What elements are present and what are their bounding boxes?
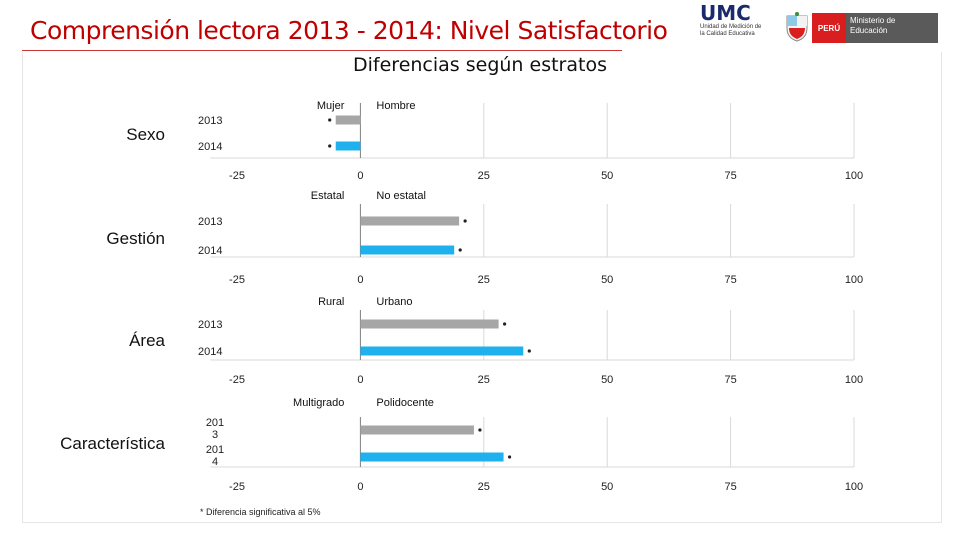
x-tick-label: 75 — [724, 170, 736, 182]
year-label-line: 201 — [206, 417, 224, 429]
right-category-label: Polidocente — [376, 397, 434, 409]
bar-2013 — [360, 216, 460, 226]
x-tick-label: -25 — [229, 481, 245, 493]
chart-panel-3: Área -25 0 25 50 75 100 Rural Urbano 2013 2014 — [129, 296, 863, 386]
umc-logo-subtext: Unidad de Medición de la Calidad Educati… — [700, 24, 762, 37]
bar-2013 — [360, 425, 474, 435]
x-tick-label: 50 — [601, 374, 613, 386]
significance-marker — [478, 428, 482, 432]
header: Comprensión lectora 2013 - 2014: Nivel S… — [0, 0, 960, 52]
x-tick-label: 0 — [357, 374, 363, 386]
chart-panel-2: Gestión -25 0 25 50 75 100 Estatal No estatal 201… — [106, 190, 863, 286]
x-tick-label: 75 — [724, 481, 736, 493]
group-label: Sexo — [126, 125, 165, 144]
x-tick-label: 100 — [845, 170, 863, 182]
ministry-label: Ministerio de Educación — [846, 13, 938, 43]
x-tick-label: 75 — [724, 274, 736, 286]
bar-2014 — [360, 452, 504, 462]
umc-logo-text: UMC — [700, 1, 751, 25]
significance-marker — [328, 118, 332, 122]
x-tick-label: 50 — [601, 274, 613, 286]
x-tick-label: 25 — [478, 481, 490, 493]
chart-subtitle: Diferencias según estratos — [353, 54, 607, 76]
year-label-line: 4 — [212, 456, 218, 468]
year-label: 2014 — [198, 245, 222, 257]
group-label: Característica — [60, 434, 165, 453]
significance-marker — [507, 455, 512, 459]
right-category-label: Hombre — [376, 100, 415, 112]
significance-marker — [328, 144, 332, 148]
x-tick-label: 100 — [845, 374, 863, 386]
left-category-label: Rural — [318, 296, 344, 308]
right-category-label: Urbano — [376, 296, 412, 308]
significance-marker — [527, 349, 531, 353]
x-tick-label: 75 — [724, 374, 736, 386]
x-tick-label: 25 — [478, 374, 490, 386]
x-tick-label: 50 — [601, 170, 613, 182]
bar-2014 — [360, 245, 455, 255]
x-tick-label: 50 — [601, 481, 613, 493]
page-title: Comprensión lectora 2013 - 2014: Nivel S… — [30, 16, 668, 45]
x-tick-label: 25 — [478, 170, 490, 182]
peru-label: PERÚ — [812, 13, 846, 43]
left-category-label: Multigrado — [293, 397, 344, 409]
coat-of-arms-icon — [786, 12, 808, 42]
x-tick-label: 0 — [357, 481, 363, 493]
group-label: Gestión — [106, 229, 165, 248]
bar-2013 — [360, 319, 499, 329]
group-label: Área — [129, 331, 165, 350]
left-category-label: Mujer — [317, 100, 345, 112]
chart-panel-1: Sexo -25 0 25 50 75 100 Mujer Hombre 2013 2014 — [126, 100, 863, 182]
year-label: 2014 — [198, 346, 222, 358]
right-category-label: No estatal — [376, 190, 426, 202]
x-tick-label: -25 — [229, 374, 245, 386]
ministry-logo: PERÚ Ministerio de Educación — [812, 13, 938, 43]
year-label: 2014 — [198, 141, 222, 153]
bar-2013 — [335, 115, 361, 125]
x-tick-label: -25 — [229, 170, 245, 182]
year-label: 2013 — [198, 115, 222, 127]
x-tick-label: 0 — [357, 274, 363, 286]
year-label: 2013 — [198, 319, 222, 331]
title-underline — [22, 50, 622, 51]
significance-marker — [503, 322, 507, 326]
year-label: 2013 — [198, 216, 222, 228]
footnote: * Diferencia significativa al 5% — [200, 507, 321, 517]
year-label-line: 201 — [206, 444, 224, 456]
x-tick-label: 100 — [845, 481, 863, 493]
bar-2014 — [360, 346, 524, 356]
bar-2014 — [335, 141, 361, 151]
chart-panel-4: Característica -25 0 25 50 75 100 Multigrado Pol… — [60, 397, 863, 493]
x-tick-label: 25 — [478, 274, 490, 286]
x-tick-label: 0 — [357, 170, 363, 182]
x-tick-label: 100 — [845, 274, 863, 286]
chart-frame — [22, 52, 942, 523]
significance-marker — [463, 219, 467, 223]
significance-marker — [458, 248, 462, 252]
x-tick-label: -25 — [229, 274, 245, 286]
umc-logo: UMC Unidad de Medición de la Calidad Edu… — [700, 2, 766, 50]
year-label-line: 3 — [212, 429, 218, 441]
left-category-label: Estatal — [311, 190, 345, 202]
